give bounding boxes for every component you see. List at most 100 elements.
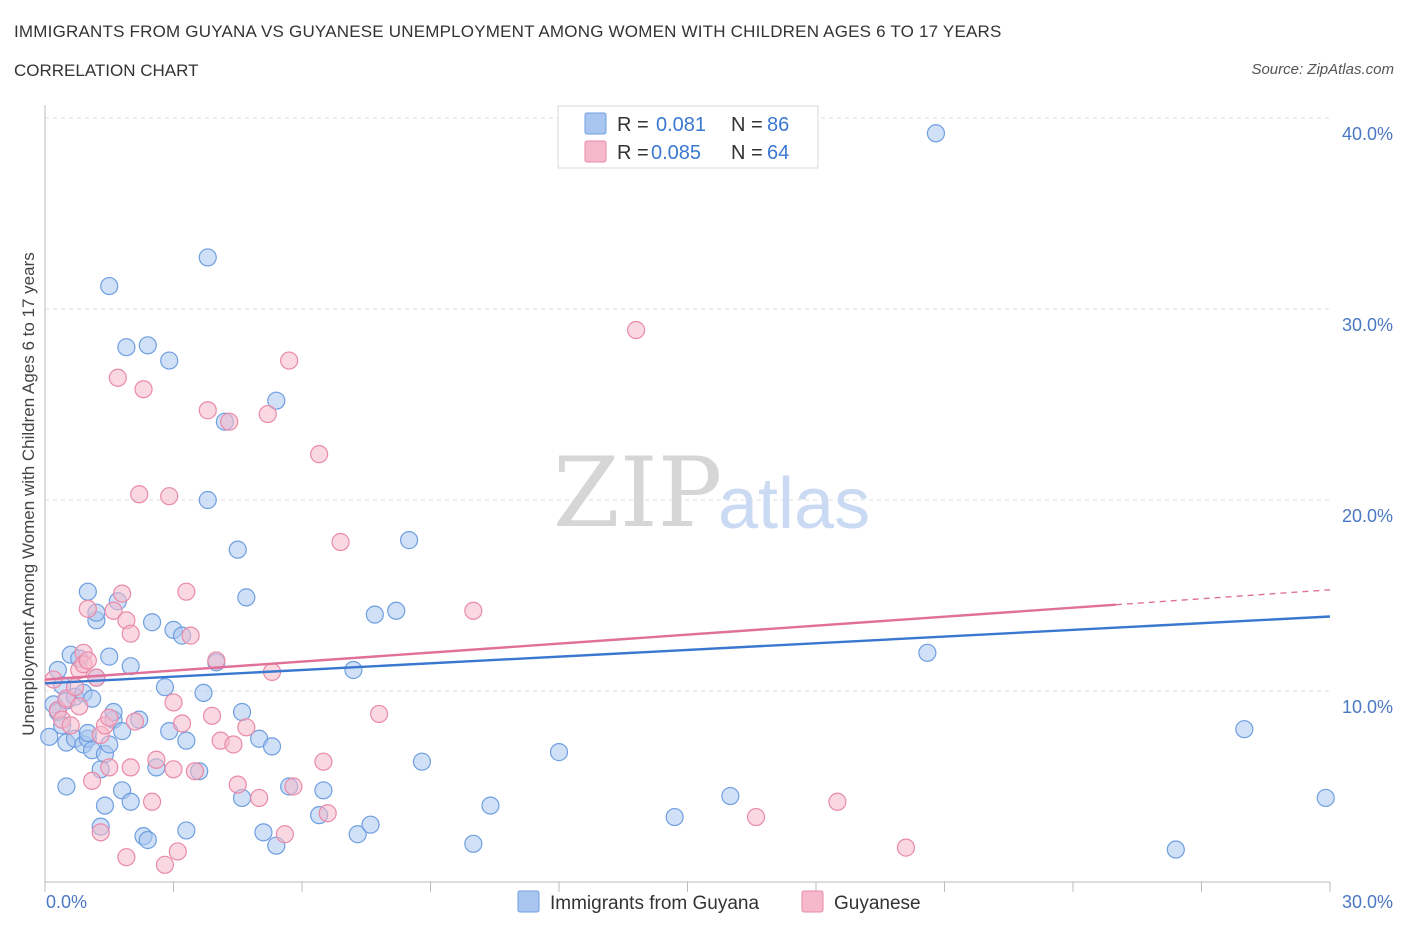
point-guyana [237, 588, 256, 607]
point-guyanese [185, 762, 205, 781]
point-guyana [918, 643, 937, 662]
point-guyanese [464, 601, 483, 620]
point-guyanese [78, 599, 97, 618]
point-guyana [194, 683, 213, 703]
point-guyanese [164, 693, 183, 712]
trend-line-guyana [44, 615, 1331, 685]
point-guyanese [258, 404, 277, 424]
y-tick-label: 10.0% [1342, 697, 1393, 717]
point-guyanese [168, 842, 187, 861]
point-guyanese [164, 760, 183, 779]
point-guyana [365, 605, 384, 624]
point-guyanese [896, 838, 916, 857]
point-guyana [926, 124, 946, 143]
point-guyanese [237, 718, 256, 737]
point-guyanese [155, 855, 175, 874]
point-guyanese [130, 485, 149, 504]
legend-swatch-blue [584, 112, 607, 135]
legend-r-label-pink: R = [617, 142, 649, 164]
chart-title: IMMIGRANTS FROM GUYANA VS GUYANESE UNEMP… [14, 22, 1002, 41]
point-guyana [665, 807, 684, 827]
y-axis-label: Unemployment Among Women with Children A… [19, 252, 38, 736]
point-guyana [142, 613, 162, 632]
point-guyanese [626, 320, 646, 340]
point-guyana [198, 490, 217, 510]
point-guyanese [160, 487, 179, 506]
point-guyanese [70, 697, 89, 716]
point-guyana [138, 830, 157, 850]
point-guyana [254, 823, 273, 842]
point-guyanese [202, 706, 222, 725]
legend-n-label-blue: N = [731, 114, 763, 136]
data-points [40, 120, 1335, 874]
point-guyanese [746, 807, 766, 827]
point-guyanese [228, 775, 247, 794]
point-guyanese [370, 704, 389, 724]
point-guyanese [125, 712, 145, 731]
point-guyana [1166, 840, 1185, 859]
point-guyanese [87, 668, 106, 687]
series-legend-swatch-blue [517, 890, 540, 913]
point-guyanese [108, 368, 127, 387]
point-guyana [399, 531, 419, 550]
point-guyana [1235, 720, 1254, 739]
point-guyana [314, 781, 333, 800]
y-tick-label: 40.0% [1342, 124, 1393, 144]
point-guyana [228, 540, 247, 559]
point-guyana [138, 336, 157, 355]
point-guyana [160, 351, 179, 370]
legend-n-label-pink: N = [731, 142, 763, 164]
point-guyanese [134, 380, 153, 399]
watermark: ZIP atlas [553, 437, 870, 549]
point-guyanese [275, 825, 294, 844]
point-guyanese [250, 788, 269, 808]
point-guyanese [121, 758, 140, 777]
tick-labels: 10.0% 20.0% 30.0% 40.0% 0.0% 30.0% [46, 124, 1393, 912]
source-credit: Source: ZipAtlas.com [1251, 61, 1394, 78]
legend-r-value-blue: 0.081 [656, 114, 706, 136]
point-guyana [262, 737, 282, 756]
x-tick-label: 0.0% [46, 892, 87, 912]
point-guyana [348, 825, 367, 844]
series-legend-label-pink: Guyanese [834, 893, 921, 914]
point-guyanese [828, 792, 847, 811]
point-guyanese [224, 735, 243, 754]
point-guyana [78, 582, 97, 601]
point-guyana [198, 248, 217, 267]
point-guyanese [310, 445, 329, 464]
axes [44, 105, 1331, 892]
point-guyana [121, 792, 140, 811]
gridlines [45, 117, 1330, 692]
point-guyana [412, 752, 432, 771]
trend-lines [44, 589, 1331, 685]
x-tick-label: 30.0% [1342, 892, 1393, 912]
point-guyana [481, 796, 500, 815]
point-guyana [100, 276, 119, 296]
chart-subtitle: CORRELATION CHART [14, 61, 199, 80]
point-guyanese [121, 624, 140, 643]
point-guyana [177, 731, 196, 750]
point-guyanese [142, 792, 162, 811]
point-guyanese [207, 651, 226, 670]
legend-r-label-blue: R = [617, 114, 649, 136]
point-guyana [40, 727, 59, 746]
point-guyana [177, 821, 196, 840]
point-guyanese [117, 848, 136, 867]
series-legend: Immigrants from Guyana Guyanese [517, 890, 921, 914]
point-guyanese [78, 651, 97, 670]
stats-legend: R = 0.081 N = 86 R = 0.085 N = 64 [557, 105, 819, 169]
point-guyana [155, 678, 175, 697]
point-guyana [95, 796, 115, 815]
point-guyanese [61, 716, 80, 735]
point-guyanese [91, 823, 110, 842]
legend-swatch-pink [584, 140, 607, 163]
y-tick-label: 20.0% [1342, 506, 1393, 526]
legend-r-value-pink: 0.085 [651, 142, 701, 164]
point-guyana [117, 338, 136, 357]
point-guyana [549, 743, 569, 762]
point-guyana [387, 601, 406, 620]
point-guyanese [83, 771, 102, 790]
point-guyanese [104, 601, 123, 620]
point-guyanese [147, 750, 166, 769]
trend-line-guyanese [44, 603, 1116, 681]
